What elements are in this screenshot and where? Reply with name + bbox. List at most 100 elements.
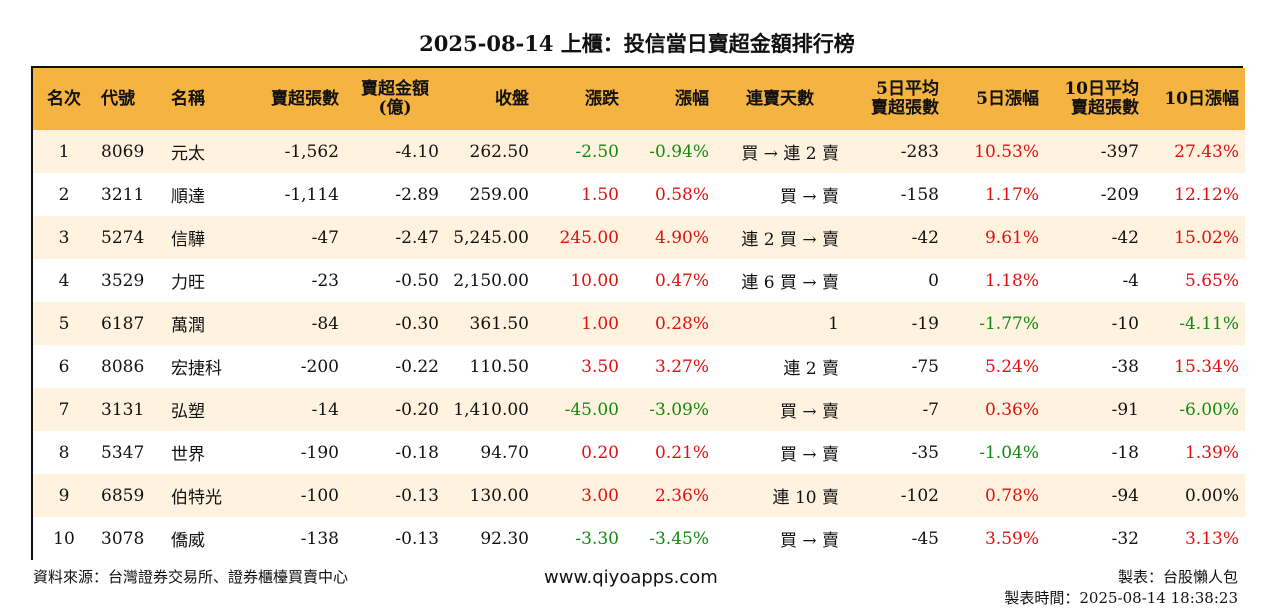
cell-sell-amount: -0.20 (345, 388, 445, 431)
cell-avg5: -283 (845, 130, 945, 173)
maker-note: 製表：台股懶人包 (1117, 568, 1238, 586)
cell-sell-amount: -2.47 (345, 216, 445, 259)
cell-close: 110.50 (445, 345, 535, 388)
table-body: 1 8069 元太 -1,562 -4.10 262.50 -2.50 -0.94% 買 → 連… (33, 130, 1245, 560)
ranking-table-container: 名次 代號 名稱 賣超張數 賣超金額 (億) 收盤 漲跌 漲幅 連賣天數 5日平… (31, 66, 1245, 560)
cell-pct: -0.94% (625, 130, 715, 173)
cell-streak: 連 2 買 → 賣 (715, 216, 845, 259)
table-row: 6 8086 宏捷科 -200 -0.22 110.50 3.50 3.27% 連 2 賣 -75… (33, 345, 1245, 388)
cell-close: 361.50 (445, 302, 535, 345)
cell-pct5: 10.53% (945, 130, 1045, 173)
cell-sell-lots: -1,562 (245, 130, 345, 173)
cell-name: 順達 (165, 173, 245, 216)
cell-close: 1,410.00 (445, 388, 535, 431)
cell-pct10: 3.13% (1145, 517, 1245, 560)
cell-avg5: -7 (845, 388, 945, 431)
cell-sell-amount: -0.50 (345, 259, 445, 302)
header-sell-amount-line2: (億) (378, 98, 412, 118)
cell-change: 3.00 (535, 474, 625, 517)
cell-code: 3078 (95, 517, 165, 560)
cell-code: 8069 (95, 130, 165, 173)
cell-streak: 買 → 連 2 賣 (715, 130, 845, 173)
cell-code: 3529 (95, 259, 165, 302)
cell-change: 245.00 (535, 216, 625, 259)
cell-avg10: -38 (1045, 345, 1145, 388)
cell-rank: 3 (33, 216, 95, 259)
cell-close: 130.00 (445, 474, 535, 517)
cell-avg10: -397 (1045, 130, 1145, 173)
table-row: 3 5274 信驊 -47 -2.47 5,245.00 245.00 4.90% 連 2 買 … (33, 216, 1245, 259)
cell-avg10: -10 (1045, 302, 1145, 345)
header-code: 代號 (95, 68, 165, 130)
cell-name: 世界 (165, 431, 245, 474)
cell-avg10: -91 (1045, 388, 1145, 431)
cell-name: 力旺 (165, 259, 245, 302)
cell-rank: 6 (33, 345, 95, 388)
cell-close: 92.30 (445, 517, 535, 560)
cell-rank: 9 (33, 474, 95, 517)
cell-sell-lots: -84 (245, 302, 345, 345)
table-row: 4 3529 力旺 -23 -0.50 2,150.00 10.00 0.47% 連 6 買 →… (33, 259, 1245, 302)
cell-pct10: 1.39% (1145, 431, 1245, 474)
cell-pct: 4.90% (625, 216, 715, 259)
cell-avg10: -32 (1045, 517, 1145, 560)
cell-pct5: 9.61% (945, 216, 1045, 259)
cell-streak: 買 → 賣 (715, 173, 845, 216)
header-avg10: 10日平均 賣超張數 (1045, 68, 1145, 130)
cell-name: 僑威 (165, 517, 245, 560)
table-row: 8 5347 世界 -190 -0.18 94.70 0.20 0.21% 買 → 賣 -35 -1… (33, 431, 1245, 474)
cell-pct5: 0.78% (945, 474, 1045, 517)
cell-change: 10.00 (535, 259, 625, 302)
cell-rank: 7 (33, 388, 95, 431)
cell-sell-lots: -138 (245, 517, 345, 560)
cell-close: 2,150.00 (445, 259, 535, 302)
header-pct10: 10日漲幅 (1145, 68, 1245, 130)
cell-code: 3131 (95, 388, 165, 431)
cell-avg5: 0 (845, 259, 945, 302)
cell-pct10: -6.00% (1145, 388, 1245, 431)
cell-pct: 0.28% (625, 302, 715, 345)
cell-streak: 1 (715, 302, 845, 345)
header-sell-amount-line1: 賣超金額 (361, 79, 429, 99)
cell-avg5: -45 (845, 517, 945, 560)
cell-avg5: -35 (845, 431, 945, 474)
cell-pct5: 3.59% (945, 517, 1045, 560)
cell-close: 262.50 (445, 130, 535, 173)
header-pct5: 5日漲幅 (945, 68, 1045, 130)
cell-code: 6187 (95, 302, 165, 345)
cell-rank: 8 (33, 431, 95, 474)
header-avg5: 5日平均 賣超張數 (845, 68, 945, 130)
cell-change: -2.50 (535, 130, 625, 173)
cell-sell-lots: -200 (245, 345, 345, 388)
cell-pct: 3.27% (625, 345, 715, 388)
cell-code: 6859 (95, 474, 165, 517)
cell-sell-amount: -2.89 (345, 173, 445, 216)
table-row: 9 6859 伯特光 -100 -0.13 130.00 3.00 2.36% 連 10 賣 -1… (33, 474, 1245, 517)
page-title: 2025-08-14 上櫃：投信當日賣超金額排行榜 (419, 31, 855, 56)
header-avg10-line2: 賣超張數 (1071, 98, 1139, 118)
cell-avg5: -75 (845, 345, 945, 388)
header-avg5-line2: 賣超張數 (871, 98, 939, 118)
cell-sell-amount: -0.18 (345, 431, 445, 474)
cell-code: 3211 (95, 173, 165, 216)
cell-rank: 10 (33, 517, 95, 560)
cell-pct5: -1.04% (945, 431, 1045, 474)
cell-pct5: 1.18% (945, 259, 1045, 302)
table-row: 7 3131 弘塑 -14 -0.20 1,410.00 -45.00 -3.09% 買 → 賣… (33, 388, 1245, 431)
header-rank: 名次 (33, 68, 95, 130)
cell-close: 94.70 (445, 431, 535, 474)
header-avg10-line1: 10日平均 (1064, 79, 1139, 99)
cell-pct10: 12.12% (1145, 173, 1245, 216)
table-row: 10 3078 僑威 -138 -0.13 92.30 -3.30 -3.45% 買 → 賣 -4… (33, 517, 1245, 560)
cell-avg10: -18 (1045, 431, 1145, 474)
cell-pct5: -1.77% (945, 302, 1045, 345)
website-link[interactable]: www.qiyoapps.com (544, 567, 718, 588)
table-header-row: 名次 代號 名稱 賣超張數 賣超金額 (億) 收盤 漲跌 漲幅 連賣天數 5日平… (33, 68, 1245, 130)
cell-avg5: -19 (845, 302, 945, 345)
cell-pct5: 5.24% (945, 345, 1045, 388)
table-row: 1 8069 元太 -1,562 -4.10 262.50 -2.50 -0.94% 買 → 連… (33, 130, 1245, 173)
cell-sell-lots: -47 (245, 216, 345, 259)
header-streak: 連賣天數 (715, 68, 845, 130)
cell-sell-amount: -4.10 (345, 130, 445, 173)
cell-pct10: 15.34% (1145, 345, 1245, 388)
